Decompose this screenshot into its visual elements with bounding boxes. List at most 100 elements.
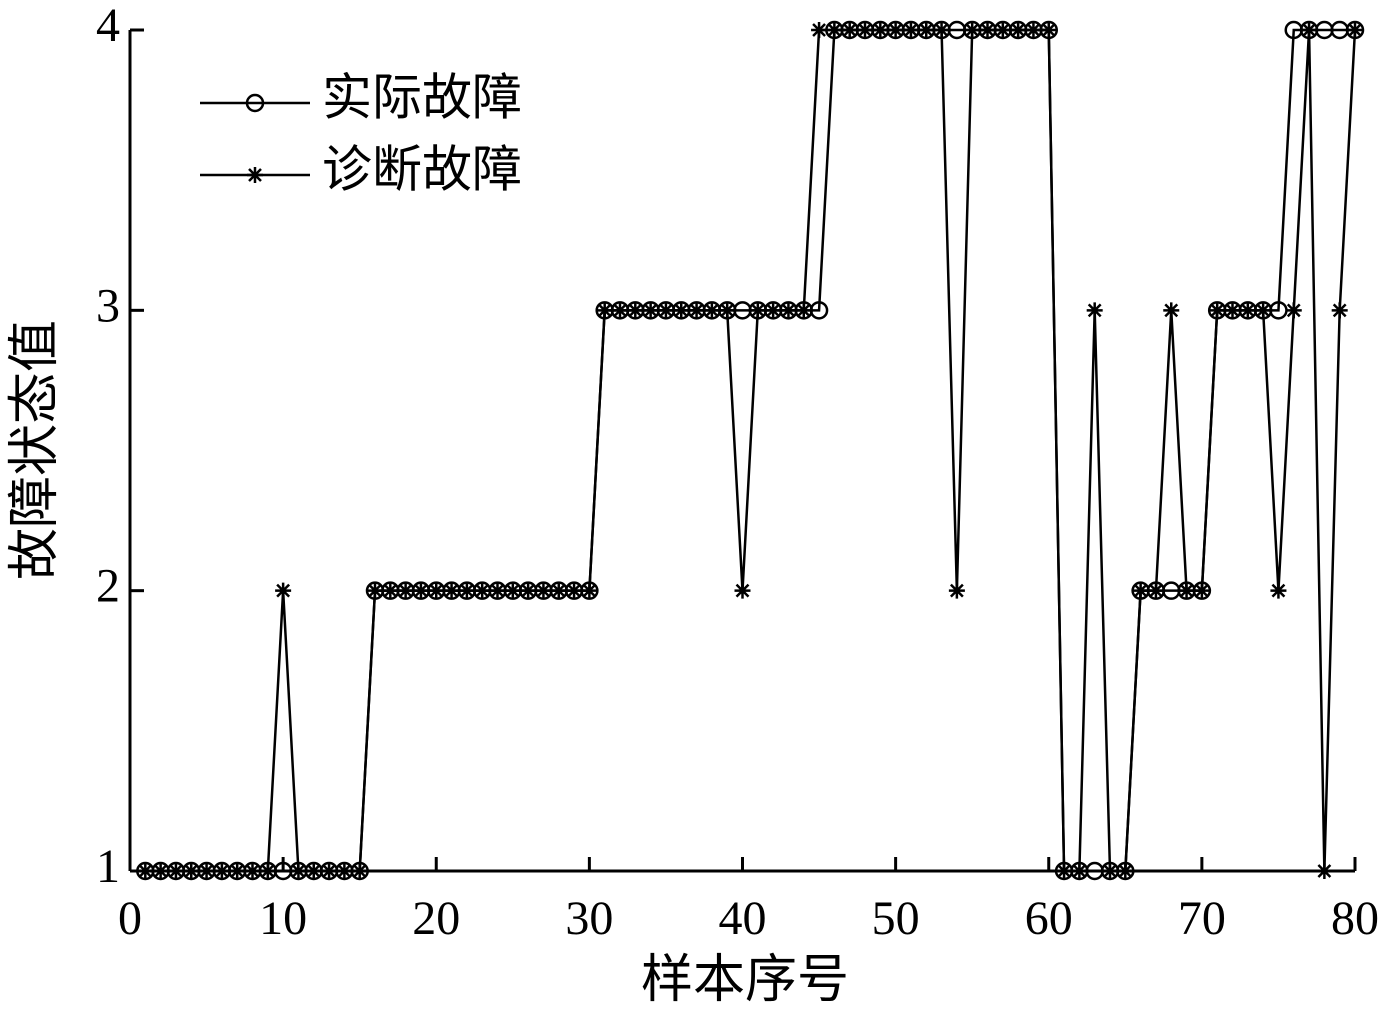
x-tick-label: 0 (118, 892, 142, 945)
star-marker (1239, 302, 1256, 319)
x-axis-label: 样本序号 (641, 952, 849, 1009)
star-marker (351, 863, 368, 879)
star-marker (336, 863, 353, 879)
star-marker (841, 22, 858, 38)
circle-marker (245, 93, 265, 113)
star-marker (887, 22, 904, 38)
star-marker (918, 22, 935, 38)
star-marker (948, 582, 965, 599)
y-tick-label: 2 (96, 560, 120, 613)
star-marker (1347, 22, 1363, 38)
star-marker (1270, 582, 1287, 599)
star-marker (275, 582, 292, 599)
x-tick-label: 50 (872, 892, 920, 945)
star-marker (535, 582, 552, 599)
star-marker (1086, 302, 1103, 319)
star-marker (1255, 302, 1272, 319)
star-marker (1178, 582, 1195, 599)
star-marker (902, 22, 919, 38)
star-marker (397, 582, 414, 599)
star-marker (780, 302, 797, 319)
star-marker (1102, 863, 1118, 879)
star-marker (412, 582, 429, 599)
star-marker (979, 22, 996, 38)
star-marker (550, 582, 567, 599)
star-marker (657, 302, 674, 319)
star-marker (1301, 22, 1318, 38)
star-marker (1056, 863, 1073, 879)
star-marker (443, 582, 460, 599)
x-tick-label: 80 (1331, 892, 1379, 945)
legend-label: 实际故障 (322, 69, 522, 125)
star-marker (627, 302, 644, 319)
star-marker (213, 863, 230, 879)
star-marker (994, 22, 1011, 38)
star-marker (1040, 22, 1057, 38)
star-marker (826, 22, 843, 38)
star-marker (1163, 302, 1180, 319)
star-marker (581, 582, 598, 599)
y-tick-label: 1 (96, 840, 120, 893)
star-marker (458, 582, 475, 599)
star-marker (305, 863, 322, 879)
star-marker (1285, 302, 1302, 319)
star-marker (382, 582, 399, 599)
star-marker (367, 582, 383, 599)
star-marker (612, 302, 628, 319)
star-marker (933, 22, 950, 38)
star-marker (259, 863, 276, 879)
star-marker (1010, 22, 1027, 38)
star-marker (811, 22, 828, 38)
star-marker (872, 22, 889, 38)
star-marker (1193, 582, 1210, 599)
star-marker (857, 22, 873, 38)
star-marker (167, 863, 184, 879)
star-marker (247, 167, 263, 183)
star-marker (1316, 863, 1333, 879)
x-tick-label: 60 (1025, 892, 1073, 945)
star-marker (489, 582, 506, 599)
x-tick-label: 10 (259, 892, 307, 945)
star-marker (520, 582, 537, 599)
y-axis-label: 故障状态值 (7, 320, 64, 580)
star-marker (765, 302, 782, 319)
star-marker (703, 302, 720, 319)
x-tick-label: 20 (412, 892, 460, 945)
star-marker (504, 582, 521, 599)
star-marker (1224, 302, 1241, 319)
star-marker (749, 302, 766, 319)
star-marker (1209, 302, 1226, 319)
star-marker (137, 863, 154, 879)
star-marker (198, 863, 215, 879)
star-marker (596, 302, 613, 319)
star-marker (229, 863, 246, 879)
star-marker (1117, 863, 1134, 879)
star-marker (290, 863, 307, 879)
star-marker (183, 863, 200, 879)
star-marker (1071, 863, 1088, 879)
x-tick-label: 40 (719, 892, 767, 945)
x-tick-label: 30 (565, 892, 613, 945)
x-tick-label: 70 (1178, 892, 1226, 945)
star-marker (1025, 22, 1042, 38)
star-marker (719, 302, 736, 319)
star-marker (244, 863, 261, 879)
star-marker (688, 302, 705, 319)
star-marker (964, 22, 981, 38)
star-marker (566, 582, 583, 599)
legend-label: 诊断故障 (322, 141, 522, 197)
star-marker (795, 302, 812, 319)
star-marker (321, 863, 338, 879)
y-tick-label: 3 (96, 279, 120, 332)
star-marker (152, 863, 169, 879)
star-marker (1147, 582, 1164, 599)
star-marker (474, 582, 491, 599)
star-marker (1331, 302, 1348, 319)
star-marker (642, 302, 659, 319)
star-marker (428, 582, 445, 599)
y-tick-label: 4 (96, 0, 120, 52)
star-marker (1132, 582, 1149, 599)
star-marker (734, 582, 751, 599)
